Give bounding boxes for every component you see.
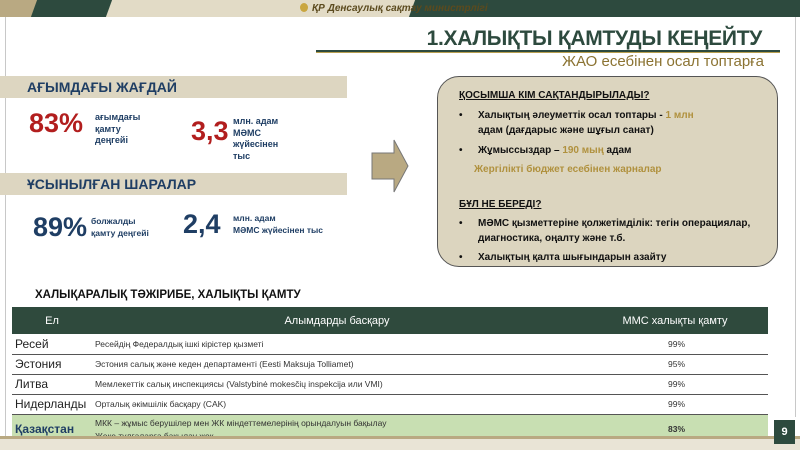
page-title: 1.ХАЛЫҚТЫ ҚАМТУДЫ КЕҢЕЙТУ xyxy=(426,27,763,50)
box-bullet: Халықтың әлеуметтік осал топтары - 1 млн… xyxy=(459,108,769,138)
ministry-text: ҚР Денсаулық сақтау министрлігі xyxy=(312,3,488,14)
arrow-right-icon xyxy=(371,139,409,193)
divider xyxy=(5,17,6,437)
page-number: 9 xyxy=(774,420,795,444)
col-header: Ел xyxy=(12,307,92,334)
current-uninsured-label: млн. адам МӘМС жүйесінен тыс xyxy=(233,116,279,161)
emblem-icon xyxy=(300,3,308,12)
international-table: Ел Алымдарды басқару ММС халықты қамту Рес… xyxy=(12,307,768,446)
table-header-row: Ел Алымдарды басқару ММС халықты қамту xyxy=(12,307,768,334)
top-banner xyxy=(0,0,800,17)
proposed-uninsured-label: млн. адам МӘМС жүйесінен тыс xyxy=(233,213,324,235)
divider xyxy=(795,17,796,417)
box-bullet: Жұмыссыздар – 190 мың адам xyxy=(459,143,769,158)
table-row: Эстония Эстония салық және кеден департам… xyxy=(12,354,768,375)
current-coverage-label: ағымдағы қамту деңгейі xyxy=(95,112,141,145)
proposed-coverage-label: болжалды қамту деңгейі xyxy=(91,216,149,238)
table-row: Литва Мемлекеттік салық инспекциясы (Vals… xyxy=(12,374,768,395)
box-question-1: ҚОСЫМША КІМ САҚТАНДЫРЫЛАДЫ? xyxy=(459,90,650,101)
box-bullet: МӘМС қызметтеріне қолжетімділік: тегін о… xyxy=(459,216,769,246)
table-title: ХАЛЫҚАРАЛЫҚ ТӘЖІРИБЕ, ХАЛЫҚТЫ ҚАМТУ xyxy=(35,289,301,301)
section-heading: ҰСЫНЫЛҒАН ШАРАЛАР xyxy=(27,176,197,192)
section-heading: АҒЫМДАҒЫ ЖАҒДАЙ xyxy=(27,79,177,95)
current-coverage-value: 83% xyxy=(29,108,84,138)
proposed-section-band: ҰСЫНЫЛҒАН ШАРАЛАР xyxy=(0,173,347,195)
box-note: Жергілікті бюджет есебінен жарналар xyxy=(474,164,662,175)
current-uninsured-value: 3,3 xyxy=(191,116,229,146)
proposed-coverage-value: 89% xyxy=(33,212,88,242)
table-row: Нидерланды Орталық әкімшілік басқару (CAK… xyxy=(12,394,768,415)
page-subtitle: ЖАО есебінен осал топтарға xyxy=(562,53,764,70)
col-header: ММС халықты қамту xyxy=(582,307,768,334)
col-header: Алымдарды басқару xyxy=(92,307,582,334)
box-bullet: Халықтың қалта шығындарын азайту xyxy=(459,250,769,265)
bottom-bar xyxy=(0,436,800,439)
ministry-label: ҚР Денсаулық сақтау министрлігі xyxy=(300,3,488,14)
box-question-2: БҰЛ НЕ БЕРЕДІ? xyxy=(459,199,542,210)
table-row: Ресей Ресейдің Федералдық ішкі кірістер қ… xyxy=(12,334,768,355)
title-underline xyxy=(316,50,780,52)
current-section-band: АҒЫМДАҒЫ ЖАҒДАЙ xyxy=(0,76,347,98)
info-box: ҚОСЫМША КІМ САҚТАНДЫРЫЛАДЫ? Халықтың әле… xyxy=(437,76,778,267)
proposed-uninsured-value: 2,4 xyxy=(183,209,221,239)
